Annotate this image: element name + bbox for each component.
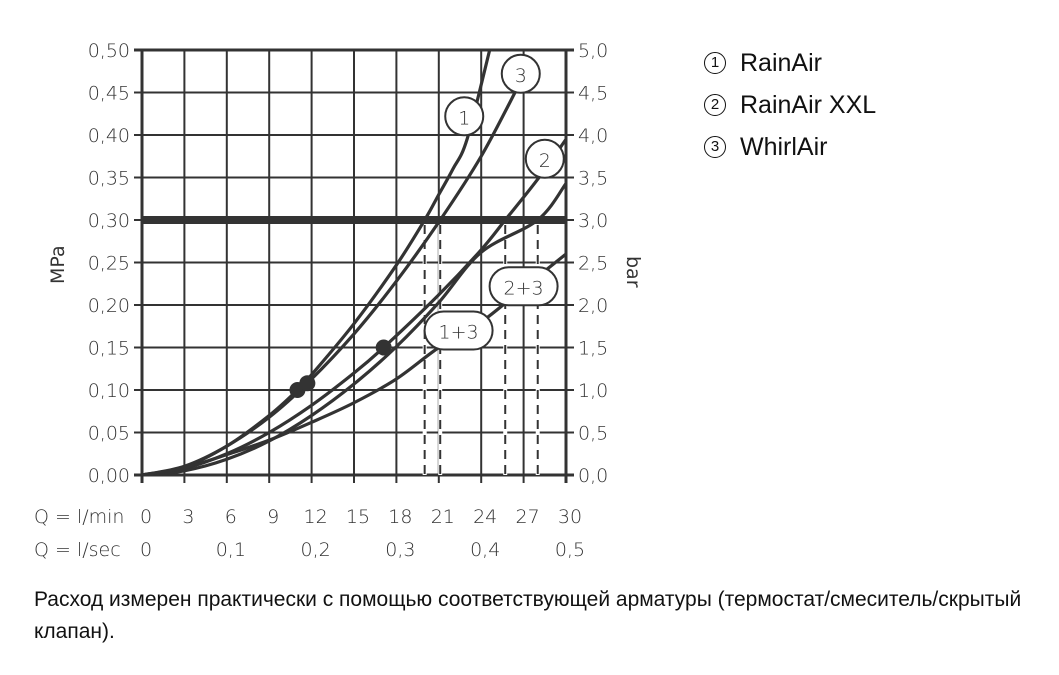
legend-item-whirlair: 3 WhirlAir — [704, 126, 876, 168]
curve-label-pill — [423, 310, 494, 351]
x-tick-label-secondary: 0,2 — [300, 539, 330, 561]
legend-label: WhirlAir — [740, 133, 828, 161]
y-tick-label-left: 0,25 — [88, 253, 130, 275]
curve-label-2: 2 — [524, 138, 565, 179]
x-tick-label: 27 — [516, 506, 540, 528]
chart-grid — [134, 48, 574, 483]
x-tick-label-secondary: 0,4 — [470, 539, 500, 561]
y-tick-label-right: 2,5 — [578, 253, 608, 275]
data-point-marker — [375, 339, 392, 356]
y-tick-label-left: 0,20 — [88, 295, 130, 317]
chart-curve-labels: 1 3 2 2+3 1+3 — [423, 53, 565, 351]
x-axis-title-lmin: Q = l/min — [34, 506, 124, 528]
y-tick-label-right: 0,5 — [578, 423, 608, 445]
curve-label-text: 1+3 — [439, 322, 479, 344]
chart-legend: 1 RainAir 2 RainAir XXL 3 WhirlAir — [704, 42, 876, 168]
x-axis-title-lsec: Q = l/sec — [34, 539, 121, 561]
x-tick-label: 18 — [388, 506, 412, 528]
y-tick-label-left: 0,30 — [88, 210, 130, 232]
x-tick-label: 9 — [267, 506, 279, 528]
legend-label: RainAir XXL — [740, 91, 877, 119]
x-tick-label-secondary: 0,5 — [555, 539, 585, 561]
circled-number-icon: 1 — [704, 52, 726, 74]
y-tick-label-left: 0,50 — [88, 40, 130, 62]
x-tick-label: 21 — [431, 506, 455, 528]
data-point-marker — [299, 375, 316, 392]
x-tick-label: 3 — [182, 506, 194, 528]
x-tick-label: 24 — [473, 506, 497, 528]
y-tick-label-right: 4,5 — [578, 83, 608, 105]
y-tick-label-right: 5,0 — [578, 40, 608, 62]
curve-label-circle — [500, 53, 541, 94]
curve-label-circle — [444, 96, 485, 137]
curve-label-1: 1 — [444, 96, 485, 137]
x-tick-label-secondary: 0,3 — [385, 539, 415, 561]
footnote-text: Расход измерен практически с помощью соо… — [34, 588, 1022, 643]
y-axis-title-left: MPa — [47, 245, 69, 284]
curve-label-2-plus-3: 2+3 — [488, 266, 559, 307]
y-tick-label-right: 3,0 — [578, 210, 608, 232]
y-tick-label-left: 0,00 — [88, 465, 130, 487]
y-tick-label-right: 2,0 — [578, 295, 608, 317]
curve-label-text: 2 — [539, 150, 551, 172]
chart-curves — [142, 49, 568, 477]
x-tick-label-secondary: 0 — [140, 539, 152, 561]
curve-label-text: 2+3 — [504, 277, 544, 299]
y-tick-label-left: 0,35 — [88, 168, 130, 190]
curve-label-circle — [524, 138, 565, 179]
y-tick-label-right: 1,0 — [578, 380, 608, 402]
circled-number-icon: 3 — [704, 136, 726, 158]
legend-label: RainAir — [740, 49, 822, 77]
chart-point-markers — [289, 339, 392, 398]
circled-number-icon: 2 — [704, 94, 726, 116]
y-tick-label-left: 0,45 — [88, 83, 130, 105]
y-tick-label-left: 0,10 — [88, 380, 130, 402]
y-axis-title-right: bar — [622, 256, 644, 288]
chart-axes: 0 3 6 9 12 15 18 21 24 27 300 0,1 0,2 0,3 0,4 0,50,00 0,… — [88, 40, 609, 561]
x-tick-label: 30 — [558, 506, 582, 528]
curve-label-1-plus-3: 1+3 — [423, 310, 494, 351]
curve-label-text: 3 — [515, 65, 527, 87]
curve-label-3: 3 — [500, 53, 541, 94]
x-tick-label: 0 — [140, 506, 152, 528]
pressure-flow-chart: 1 3 2 2+3 1+3 0 3 6 9 12 15 18 21 24 27 30 0 0,1 0,2 0,3 0,… — [34, 40, 644, 561]
curve-2-plus-3 — [142, 182, 568, 477]
curve-3 — [142, 83, 521, 477]
y-tick-label-left: 0,05 — [88, 423, 130, 445]
curve-label-text: 1 — [458, 107, 470, 129]
x-tick-label: 12 — [304, 506, 328, 528]
y-tick-label-left: 0,40 — [88, 125, 130, 147]
y-tick-label-right: 0,0 — [578, 465, 608, 487]
y-tick-label-left: 0,15 — [88, 338, 130, 360]
y-tick-label-right: 3,5 — [578, 168, 608, 190]
curve-1-plus-3 — [142, 252, 568, 477]
x-tick-label: 6 — [225, 506, 237, 528]
x-tick-label-secondary: 0,1 — [216, 539, 246, 561]
legend-item-rainair: 1 RainAir — [704, 42, 876, 84]
x-tick-label: 15 — [346, 506, 370, 528]
legend-item-rainair-xxl: 2 RainAir XXL — [704, 84, 876, 126]
y-tick-label-right: 1,5 — [578, 338, 608, 360]
y-tick-label-right: 4,0 — [578, 125, 608, 147]
curve-label-pill — [488, 266, 559, 307]
